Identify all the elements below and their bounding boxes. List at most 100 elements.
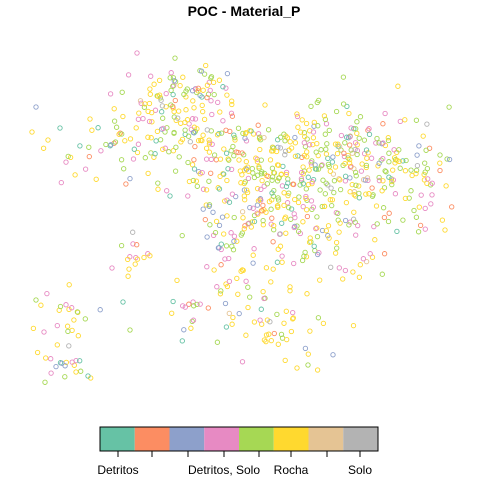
data-point xyxy=(265,127,272,133)
data-point xyxy=(363,191,369,197)
data-point xyxy=(352,146,358,153)
data-point xyxy=(207,87,213,94)
data-point xyxy=(227,128,233,135)
data-point xyxy=(347,142,353,148)
data-point xyxy=(223,85,229,91)
data-point xyxy=(381,214,388,221)
data-point xyxy=(319,203,325,210)
data-point xyxy=(262,102,268,108)
data-point xyxy=(181,327,187,333)
data-point xyxy=(208,74,215,80)
data-point xyxy=(303,195,309,202)
data-point xyxy=(157,137,164,143)
data-point xyxy=(277,145,284,151)
data-point xyxy=(396,147,402,153)
data-point xyxy=(334,245,340,251)
data-point xyxy=(192,143,198,150)
data-point xyxy=(332,141,339,147)
data-point xyxy=(363,162,370,169)
data-point xyxy=(294,111,300,117)
data-point xyxy=(160,115,166,121)
data-point xyxy=(216,77,223,83)
data-point xyxy=(389,178,395,185)
data-point xyxy=(315,315,322,321)
data-point xyxy=(82,316,88,322)
data-point xyxy=(294,365,300,371)
data-point xyxy=(151,81,157,87)
data-point xyxy=(29,129,35,135)
data-point xyxy=(155,180,161,186)
data-point xyxy=(336,176,342,182)
data-point xyxy=(326,235,332,241)
data-point xyxy=(142,155,148,161)
data-point xyxy=(394,228,400,235)
data-point xyxy=(240,215,246,221)
data-point xyxy=(329,159,336,165)
data-point xyxy=(177,82,183,89)
data-point xyxy=(146,118,153,125)
data-point xyxy=(314,214,320,220)
data-point xyxy=(229,113,236,119)
data-point xyxy=(298,169,305,176)
data-point xyxy=(230,314,236,321)
data-point xyxy=(260,217,266,224)
data-point xyxy=(325,223,332,229)
data-point xyxy=(323,146,329,152)
data-point xyxy=(211,267,217,273)
data-point xyxy=(218,288,224,294)
data-point xyxy=(305,181,312,188)
data-point xyxy=(251,319,258,325)
data-point xyxy=(186,301,192,307)
data-point xyxy=(203,202,209,208)
data-point xyxy=(385,137,392,144)
data-point xyxy=(194,126,200,132)
data-point xyxy=(295,228,302,235)
points-layer xyxy=(29,50,455,385)
data-point xyxy=(231,238,237,244)
data-point xyxy=(147,86,153,92)
data-point xyxy=(195,137,202,144)
data-point xyxy=(183,107,189,113)
data-point xyxy=(296,194,302,200)
data-point xyxy=(202,216,208,223)
data-point xyxy=(257,134,263,140)
data-point xyxy=(310,129,317,135)
data-point xyxy=(397,118,403,125)
data-point xyxy=(305,362,311,368)
data-point xyxy=(383,169,389,175)
data-point xyxy=(122,138,128,144)
data-point xyxy=(366,131,373,138)
data-point xyxy=(307,328,313,334)
data-point xyxy=(310,204,317,210)
data-point xyxy=(342,140,348,146)
data-point xyxy=(359,161,365,167)
data-point xyxy=(334,150,341,157)
data-point xyxy=(267,157,274,163)
data-point xyxy=(381,185,388,191)
data-point xyxy=(185,193,191,199)
data-point xyxy=(325,155,331,162)
data-point xyxy=(312,166,319,172)
data-point xyxy=(45,137,51,143)
data-point xyxy=(149,109,155,116)
data-point xyxy=(218,130,225,136)
data-point xyxy=(294,113,301,120)
data-point xyxy=(446,104,452,110)
data-point xyxy=(304,213,311,220)
data-point xyxy=(298,176,305,182)
data-point xyxy=(363,258,370,265)
data-point xyxy=(292,196,298,203)
data-point xyxy=(358,168,365,174)
data-point xyxy=(87,116,93,122)
data-point xyxy=(300,219,306,225)
data-point xyxy=(283,169,290,176)
data-point xyxy=(428,201,434,207)
data-point xyxy=(226,199,233,205)
data-point xyxy=(215,245,222,251)
data-point xyxy=(303,193,309,200)
data-point xyxy=(78,368,84,374)
data-point xyxy=(131,146,137,152)
data-point xyxy=(342,173,349,179)
data-point xyxy=(224,92,230,98)
data-point xyxy=(231,214,237,221)
